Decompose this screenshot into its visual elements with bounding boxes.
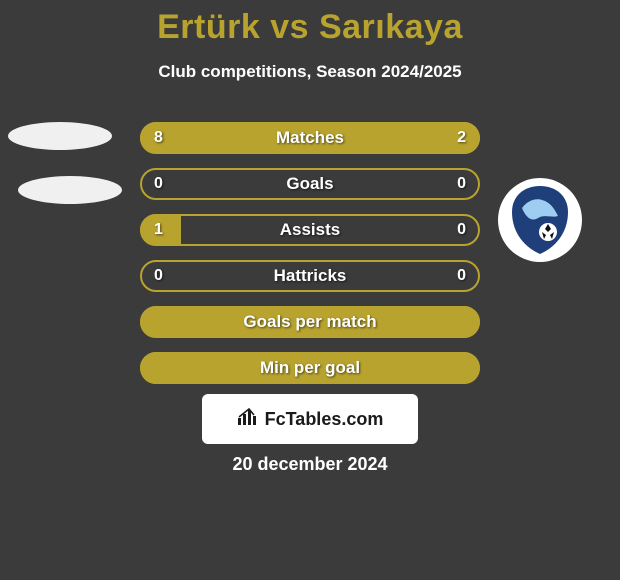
stat-value-left: 0 <box>144 168 180 200</box>
stat-label: Matches <box>140 122 480 154</box>
stat-label: Goals <box>140 168 480 200</box>
stat-value-right: 0 <box>440 214 476 246</box>
comparison-infographic: Ertürk vs Sarıkaya Club competitions, Se… <box>0 0 620 580</box>
stat-value-right: 0 <box>440 168 476 200</box>
stat-label: Hattricks <box>140 260 480 292</box>
stat-label: Min per goal <box>140 352 480 384</box>
stat-value-left: 1 <box>144 214 180 246</box>
stat-row-matches: Matches8 2 <box>140 122 480 154</box>
stat-value-left: 0 <box>144 260 180 292</box>
stat-label: Goals per match <box>140 306 480 338</box>
stat-value-right: 0 <box>440 260 476 292</box>
left-badge-1 <box>18 176 122 204</box>
stat-row-goals-per-match: Goals per match <box>140 306 480 338</box>
left-badge-0 <box>8 122 112 150</box>
stat-label: Assists <box>140 214 480 246</box>
stat-row-assists: Assists1 0 <box>140 214 480 246</box>
watermark-text: FcTables.com <box>265 409 384 430</box>
right-team-crest <box>498 178 582 262</box>
stat-row-goals: Goals0 0 <box>140 168 480 200</box>
chart-icon <box>237 408 259 431</box>
stat-value-right: 2 <box>440 122 476 154</box>
page-subtitle: Club competitions, Season 2024/2025 <box>0 62 620 82</box>
page-title: Ertürk vs Sarıkaya <box>0 8 620 47</box>
stat-value-left: 8 <box>144 122 180 154</box>
fctables-watermark: FcTables.com <box>202 394 418 444</box>
stat-row-min-per-goal: Min per goal <box>140 352 480 384</box>
stat-row-hattricks: Hattricks0 0 <box>140 260 480 292</box>
snapshot-date: 20 december 2024 <box>0 454 620 475</box>
